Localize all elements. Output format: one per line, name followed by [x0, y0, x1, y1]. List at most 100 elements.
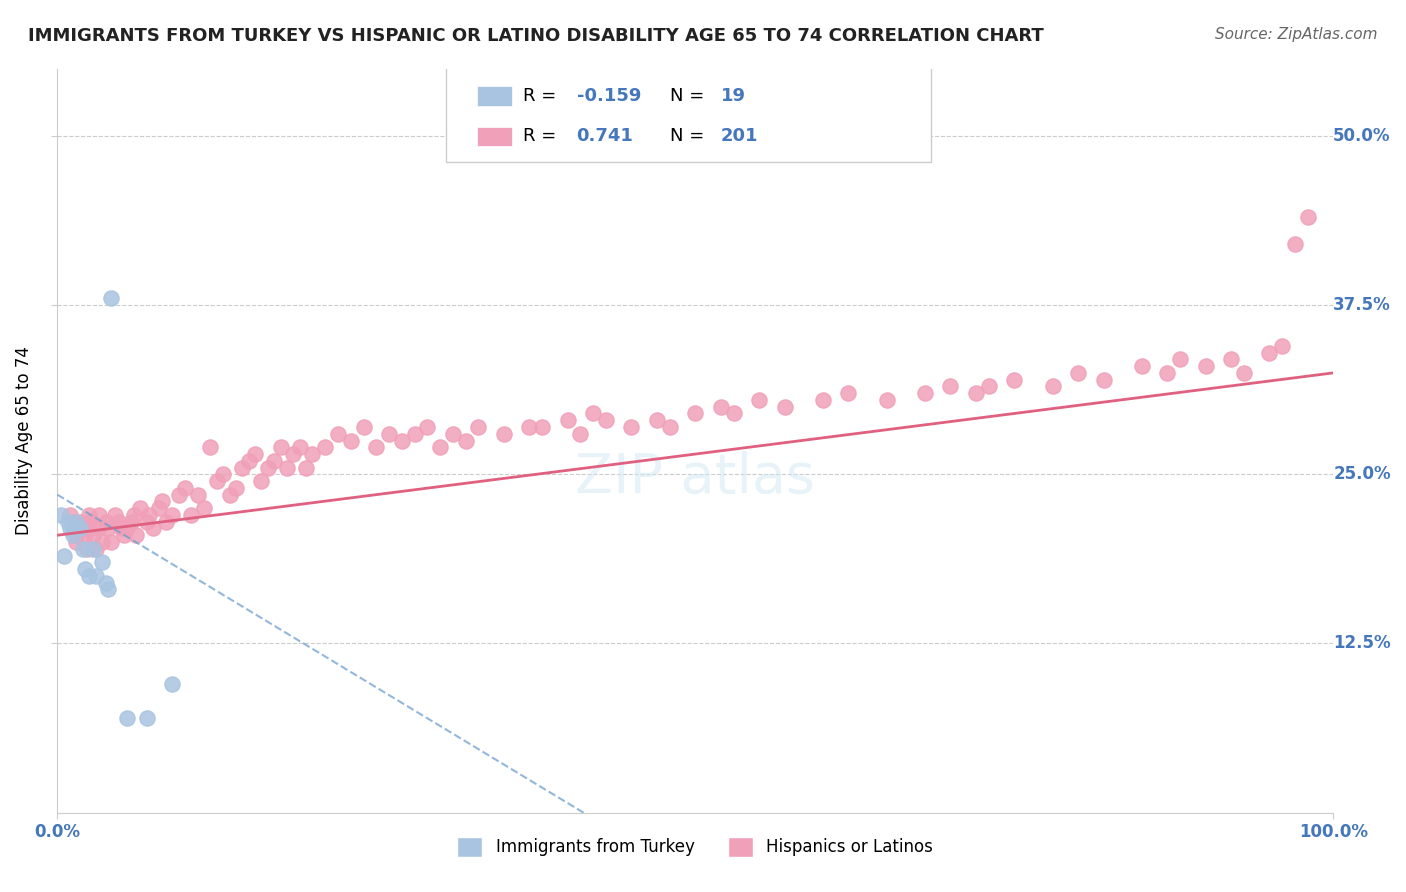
- Text: 19: 19: [721, 87, 745, 105]
- Point: [225, 481, 247, 495]
- Point: [65, 535, 87, 549]
- Text: N =: N =: [669, 87, 710, 105]
- Point: [193, 501, 215, 516]
- Text: R =: R =: [523, 128, 562, 145]
- Point: [404, 426, 426, 441]
- Text: 50.0%: 50.0%: [1333, 128, 1391, 145]
- Point: [77, 569, 100, 583]
- Point: [117, 711, 139, 725]
- Point: [84, 541, 107, 556]
- Point: [110, 521, 132, 535]
- Point: [160, 508, 183, 522]
- Text: IMMIGRANTS FROM TURKEY VS HISPANIC OR LATINO DISABILITY AGE 65 TO 74 CORRELATION: IMMIGRANTS FROM TURKEY VS HISPANIC OR LA…: [28, 27, 1043, 45]
- Point: [125, 528, 148, 542]
- Point: [519, 420, 541, 434]
- Point: [112, 528, 135, 542]
- Point: [49, 508, 72, 522]
- Point: [84, 569, 107, 583]
- Point: [295, 460, 318, 475]
- Text: 37.5%: 37.5%: [1333, 296, 1391, 314]
- Point: [87, 521, 110, 535]
- Point: [59, 521, 82, 535]
- Point: [620, 420, 643, 434]
- Point: [366, 440, 388, 454]
- Text: 201: 201: [721, 128, 758, 145]
- Point: [120, 515, 142, 529]
- Y-axis label: Disability Age 65 to 74: Disability Age 65 to 74: [15, 346, 32, 535]
- Point: [1195, 359, 1218, 373]
- Point: [72, 541, 94, 556]
- Point: [582, 407, 605, 421]
- Point: [107, 515, 129, 529]
- FancyBboxPatch shape: [447, 57, 931, 161]
- Point: [416, 420, 439, 434]
- Point: [142, 521, 165, 535]
- Point: [1067, 366, 1090, 380]
- Point: [467, 420, 489, 434]
- Point: [138, 508, 160, 522]
- Point: [65, 515, 87, 529]
- Point: [557, 413, 579, 427]
- Text: Source: ZipAtlas.com: Source: ZipAtlas.com: [1215, 27, 1378, 42]
- Point: [339, 434, 361, 448]
- Point: [155, 515, 177, 529]
- Point: [595, 413, 617, 427]
- Point: [441, 426, 464, 441]
- Text: 25.0%: 25.0%: [1333, 466, 1391, 483]
- Point: [100, 292, 122, 306]
- Point: [1271, 339, 1294, 353]
- Point: [811, 392, 834, 407]
- Point: [97, 582, 120, 597]
- Point: [531, 420, 554, 434]
- Point: [62, 521, 84, 535]
- Point: [77, 515, 100, 529]
- Point: [263, 454, 285, 468]
- Point: [1130, 359, 1153, 373]
- Point: [965, 386, 987, 401]
- Point: [1220, 352, 1243, 367]
- Point: [97, 521, 120, 535]
- Point: [72, 521, 94, 535]
- Point: [91, 535, 114, 549]
- Point: [250, 474, 273, 488]
- Point: [326, 426, 349, 441]
- Point: [270, 440, 292, 454]
- Point: [82, 541, 104, 556]
- Point: [429, 440, 451, 454]
- Point: [939, 379, 962, 393]
- Legend: Immigrants from Turkey, Hispanics or Latinos: Immigrants from Turkey, Hispanics or Lat…: [451, 830, 939, 863]
- Text: ZIP atlas: ZIP atlas: [575, 450, 815, 505]
- Point: [288, 440, 311, 454]
- Point: [59, 508, 82, 522]
- Point: [231, 460, 253, 475]
- Point: [1168, 352, 1191, 367]
- Text: R =: R =: [523, 87, 562, 105]
- Point: [314, 440, 336, 454]
- Point: [1092, 373, 1115, 387]
- Point: [89, 508, 111, 522]
- Point: [1233, 366, 1256, 380]
- Point: [1002, 373, 1025, 387]
- Point: [977, 379, 1000, 393]
- Point: [129, 501, 152, 516]
- Point: [160, 677, 183, 691]
- Text: 0.741: 0.741: [576, 128, 634, 145]
- Point: [454, 434, 477, 448]
- Point: [62, 528, 84, 542]
- Point: [94, 575, 117, 590]
- Point: [748, 392, 770, 407]
- Point: [276, 460, 298, 475]
- Point: [1156, 366, 1178, 380]
- Point: [212, 467, 235, 482]
- Point: [391, 434, 413, 448]
- Point: [77, 508, 100, 522]
- Point: [200, 440, 222, 454]
- Point: [238, 454, 260, 468]
- Point: [82, 528, 104, 542]
- Point: [52, 549, 75, 563]
- Point: [75, 562, 97, 576]
- Point: [837, 386, 859, 401]
- Point: [117, 521, 139, 535]
- Text: 12.5%: 12.5%: [1333, 634, 1391, 652]
- Point: [91, 555, 114, 569]
